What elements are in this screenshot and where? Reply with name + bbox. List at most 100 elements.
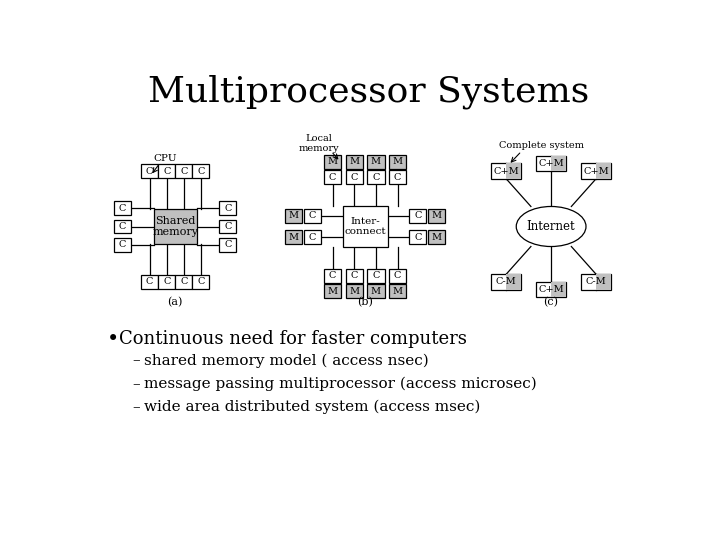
Bar bbox=[158, 275, 175, 289]
Text: –: – bbox=[132, 354, 140, 368]
Text: –: – bbox=[132, 377, 140, 390]
Text: Inter-
connect: Inter- connect bbox=[344, 217, 386, 236]
Bar bbox=[285, 231, 302, 244]
Bar bbox=[506, 274, 521, 289]
Bar bbox=[389, 155, 406, 168]
Text: C: C bbox=[146, 166, 153, 176]
Bar bbox=[536, 282, 566, 298]
Text: Continuous need for faster computers: Continuous need for faster computers bbox=[120, 330, 467, 348]
Bar bbox=[175, 275, 192, 289]
Text: M: M bbox=[289, 211, 299, 220]
Text: M: M bbox=[392, 287, 402, 296]
Bar bbox=[114, 201, 131, 215]
Text: M: M bbox=[431, 211, 441, 220]
Bar bbox=[551, 156, 566, 171]
Bar bbox=[220, 220, 236, 233]
Text: C: C bbox=[394, 271, 401, 280]
Text: C: C bbox=[119, 204, 126, 213]
Bar bbox=[324, 269, 341, 283]
Text: C-M: C-M bbox=[496, 278, 516, 286]
Text: C: C bbox=[414, 233, 421, 242]
Bar bbox=[409, 231, 426, 244]
Text: Internet: Internet bbox=[527, 220, 575, 233]
Text: C: C bbox=[119, 240, 126, 249]
Text: M: M bbox=[289, 233, 299, 242]
Text: (c): (c) bbox=[544, 297, 559, 307]
Text: C: C bbox=[119, 222, 126, 231]
Text: Multiprocessor Systems: Multiprocessor Systems bbox=[148, 75, 590, 109]
Text: Local
memory: Local memory bbox=[298, 133, 339, 153]
Bar bbox=[389, 170, 406, 184]
Text: C: C bbox=[224, 240, 232, 249]
Text: C: C bbox=[394, 173, 401, 182]
Text: C: C bbox=[372, 173, 379, 182]
Bar bbox=[506, 164, 521, 179]
Bar bbox=[367, 284, 384, 298]
Text: C: C bbox=[224, 222, 232, 231]
Bar bbox=[346, 155, 363, 168]
Bar bbox=[389, 269, 406, 283]
Text: M: M bbox=[371, 157, 381, 166]
Bar bbox=[428, 209, 445, 222]
Text: C: C bbox=[329, 271, 336, 280]
Bar bbox=[141, 275, 158, 289]
Text: C: C bbox=[180, 166, 187, 176]
Text: M: M bbox=[349, 287, 359, 296]
Bar bbox=[158, 164, 175, 178]
Bar bbox=[343, 206, 387, 247]
Bar bbox=[389, 284, 406, 298]
Text: C: C bbox=[163, 278, 171, 286]
Text: C+M: C+M bbox=[583, 166, 609, 176]
Text: C: C bbox=[309, 211, 316, 220]
Bar bbox=[581, 274, 611, 289]
Bar bbox=[175, 164, 192, 178]
Text: shared memory model ( access nsec): shared memory model ( access nsec) bbox=[144, 354, 429, 368]
Text: C: C bbox=[351, 173, 358, 182]
Bar bbox=[492, 274, 521, 289]
Text: (a): (a) bbox=[168, 297, 183, 307]
Bar bbox=[367, 155, 384, 168]
Text: C: C bbox=[224, 204, 232, 213]
Bar bbox=[346, 170, 363, 184]
Bar bbox=[581, 164, 611, 179]
Text: C+M: C+M bbox=[539, 159, 564, 168]
Bar bbox=[192, 164, 210, 178]
Bar bbox=[304, 209, 321, 222]
Text: M: M bbox=[392, 157, 402, 166]
Text: M: M bbox=[328, 287, 338, 296]
Text: M: M bbox=[371, 287, 381, 296]
Bar bbox=[596, 164, 611, 179]
Bar bbox=[536, 156, 566, 171]
Bar bbox=[367, 170, 384, 184]
Bar bbox=[114, 220, 131, 233]
Text: CPU: CPU bbox=[153, 154, 177, 163]
Text: (b): (b) bbox=[357, 297, 373, 307]
Text: C: C bbox=[146, 278, 153, 286]
Bar bbox=[324, 155, 341, 168]
Text: C+M: C+M bbox=[493, 166, 519, 176]
Bar bbox=[324, 284, 341, 298]
Text: C: C bbox=[329, 173, 336, 182]
Text: C: C bbox=[197, 166, 204, 176]
Bar bbox=[428, 231, 445, 244]
Text: M: M bbox=[328, 157, 338, 166]
Text: C-M: C-M bbox=[585, 278, 606, 286]
Bar bbox=[220, 238, 236, 252]
Text: Shared
memory: Shared memory bbox=[152, 215, 198, 237]
Text: C: C bbox=[414, 211, 421, 220]
Text: C: C bbox=[351, 271, 358, 280]
Text: C: C bbox=[372, 271, 379, 280]
Text: wide area distributed system (access msec): wide area distributed system (access mse… bbox=[144, 400, 481, 414]
Text: C+M: C+M bbox=[539, 285, 564, 294]
Bar bbox=[324, 170, 341, 184]
Text: M: M bbox=[431, 233, 441, 242]
Bar bbox=[141, 164, 158, 178]
Text: •: • bbox=[107, 330, 120, 349]
Bar bbox=[220, 201, 236, 215]
Bar bbox=[285, 209, 302, 222]
Text: C: C bbox=[163, 166, 171, 176]
Bar bbox=[596, 274, 611, 289]
Bar bbox=[551, 282, 566, 298]
Text: –: – bbox=[132, 400, 140, 414]
Bar bbox=[304, 231, 321, 244]
